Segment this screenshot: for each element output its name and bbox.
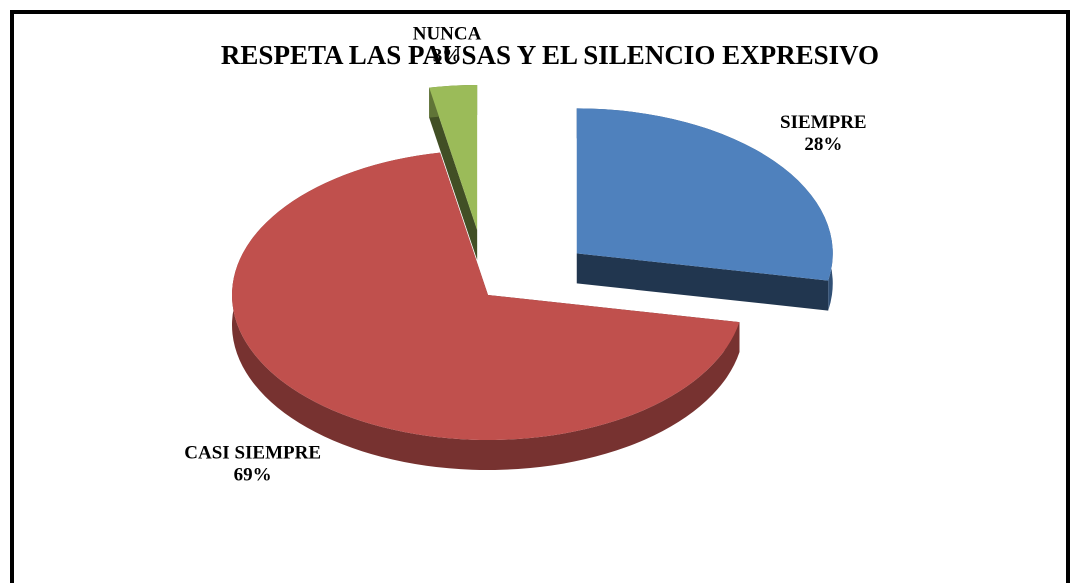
pie-slice [576,108,833,281]
slice-group [429,85,478,261]
chart-title: RESPETA LAS PAUSAS Y EL SILENCIO EXPRESI… [221,40,879,70]
slice-group [576,108,833,311]
slice-label: NUNCA [413,24,482,45]
pie-slice [231,152,740,440]
slice-value-label: 28% [804,134,842,155]
slice-side [576,253,829,311]
pie-slice [429,85,478,231]
slice-value-label: 3% [433,46,462,67]
slice-label: SIEMPRE [780,112,867,133]
pie [231,85,833,471]
slice-label: CASI SIEMPRE [184,442,321,463]
chart-frame [10,10,1070,583]
slice-group [231,152,740,471]
slice-value-label: 69% [234,464,272,485]
slice-side [429,87,478,261]
